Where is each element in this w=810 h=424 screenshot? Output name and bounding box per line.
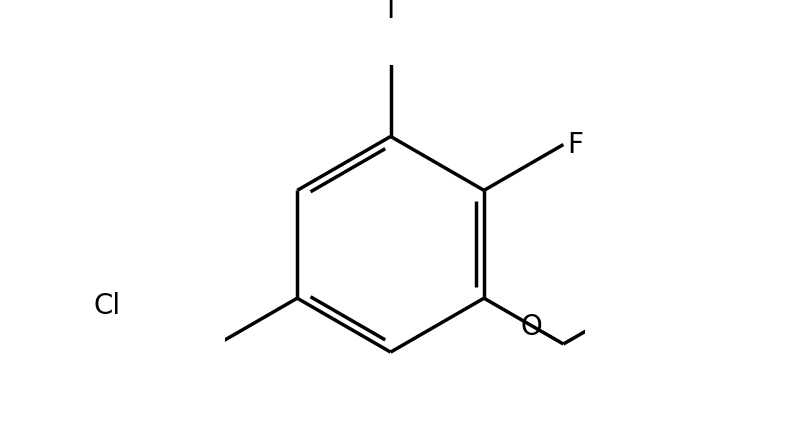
Text: F: F bbox=[568, 131, 584, 159]
Text: I: I bbox=[386, 0, 394, 24]
Text: O: O bbox=[520, 312, 542, 340]
Text: Cl: Cl bbox=[93, 292, 120, 320]
